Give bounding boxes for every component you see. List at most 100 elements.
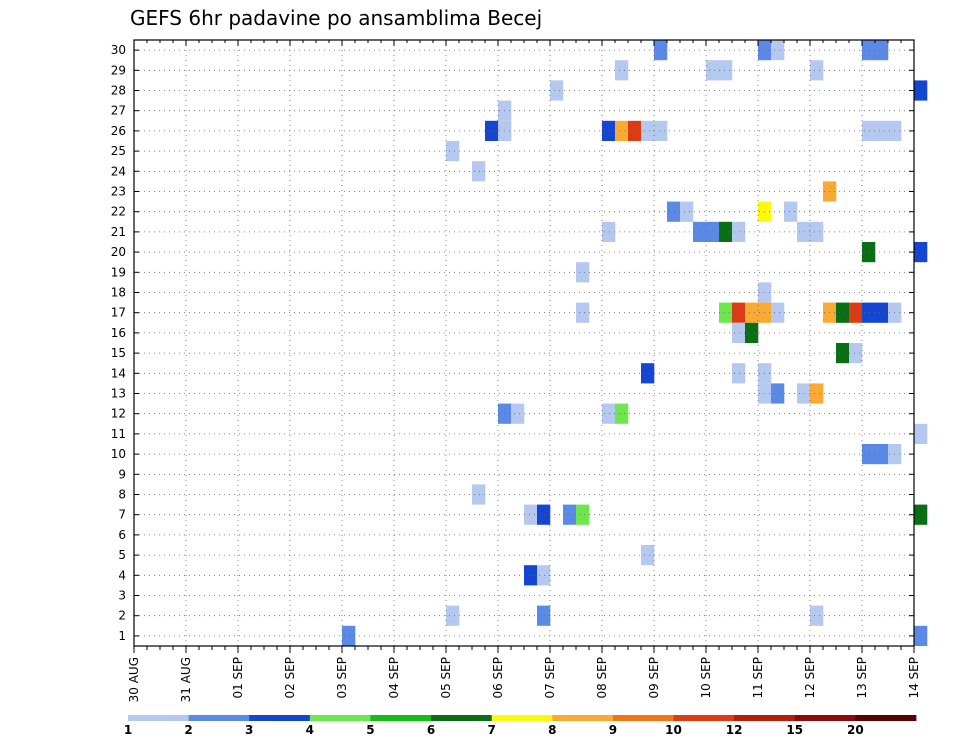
- x-tick-label: 07 SEP: [543, 657, 557, 699]
- x-tick-label: 30 AUG: [127, 657, 141, 702]
- y-tick-label: 20: [111, 245, 126, 259]
- precip-cell-67: [615, 403, 629, 424]
- colorbar-label: 3: [245, 723, 253, 737]
- precip-cell-83: [810, 605, 824, 626]
- precip-cell-9: [810, 60, 824, 81]
- y-tick-label: 3: [118, 589, 126, 603]
- colorbar-label: 12: [726, 723, 743, 737]
- y-tick-label: 11: [111, 427, 126, 441]
- y-tick-label: 2: [118, 609, 126, 623]
- precip-cell-10: [550, 80, 564, 101]
- precip-cell-68: [914, 423, 928, 444]
- precip-cell-74: [537, 504, 551, 525]
- precip-cell-26: [667, 201, 681, 222]
- precip-cell-37: [862, 242, 876, 263]
- colorbar-swatch: [431, 715, 493, 721]
- precip-cell-18: [641, 120, 655, 141]
- x-tick-label: 12 SEP: [803, 657, 817, 699]
- precip-cell-62: [797, 383, 811, 404]
- precip-cell-81: [446, 605, 460, 626]
- y-tick-label: 15: [111, 346, 126, 360]
- precip-cell-58: [732, 363, 746, 384]
- colorbar-swatch: [370, 715, 432, 721]
- precip-cell-36: [810, 221, 824, 242]
- x-tick-label: 11 SEP: [751, 657, 765, 699]
- precip-cell-80: [537, 565, 551, 586]
- y-tick-label: 13: [111, 387, 126, 401]
- colorbar-label: 10: [665, 723, 682, 737]
- precip-cell-53: [732, 322, 746, 343]
- precip-cell-50: [862, 302, 876, 323]
- precip-cell-48: [836, 302, 850, 323]
- colorbar-label: 20: [847, 723, 864, 737]
- precip-cell-6: [615, 60, 629, 81]
- y-tick-label: 1: [118, 629, 126, 643]
- precip-cell-7: [706, 60, 720, 81]
- precip-cell-84: [914, 625, 928, 646]
- colorbar-label: 4: [306, 723, 314, 737]
- precip-cell-39: [576, 262, 590, 283]
- colorbar-swatch: [794, 715, 856, 721]
- precip-cell-66: [602, 403, 616, 424]
- colorbar-label: 15: [786, 723, 803, 737]
- precip-cell-63: [810, 383, 824, 404]
- x-tick-label: 10 SEP: [699, 657, 713, 699]
- y-tick-label: 25: [111, 144, 126, 158]
- precip-cell-23: [446, 141, 460, 162]
- precip-cell-78: [641, 545, 655, 566]
- y-tick-label: 29: [111, 63, 126, 77]
- precip-cell-32: [706, 221, 720, 242]
- precip-cell-24: [472, 161, 486, 182]
- y-tick-label: 7: [118, 508, 126, 522]
- colorbar-swatch: [128, 715, 190, 721]
- y-tick-label: 26: [111, 124, 126, 138]
- precip-cell-8: [719, 60, 733, 81]
- precip-cell-77: [914, 504, 928, 525]
- colorbar-label: 7: [488, 723, 496, 737]
- precip-cell-51: [875, 302, 889, 323]
- y-tick-label: 4: [118, 568, 126, 582]
- y-tick-label: 19: [111, 265, 126, 279]
- precip-cell-56: [849, 343, 863, 364]
- y-tick-label: 6: [118, 528, 126, 542]
- precip-cell-11: [914, 80, 928, 101]
- x-tick-label: 02 SEP: [283, 657, 297, 699]
- x-tick-label: 31 AUG: [179, 657, 193, 702]
- colorbar-label: 9: [609, 723, 617, 737]
- y-tick-label: 28: [111, 84, 126, 98]
- y-tick-label: 8: [118, 488, 126, 502]
- precip-cell-69: [862, 444, 876, 465]
- precip-cell-38: [914, 242, 928, 263]
- precip-cell-46: [771, 302, 785, 323]
- x-tick-label: 14 SEP: [907, 657, 921, 699]
- colorbar-swatch: [491, 715, 553, 721]
- precip-cell-65: [511, 403, 525, 424]
- x-tick-label: 09 SEP: [647, 657, 661, 699]
- precip-cell-57: [641, 363, 655, 384]
- y-tick-label: 18: [111, 286, 126, 300]
- y-axis: 1234567891011121314151617181920212223242…: [111, 43, 914, 643]
- colorbar-label: 1: [124, 723, 132, 737]
- precip-cell-35: [797, 221, 811, 242]
- y-tick-label: 24: [111, 164, 126, 178]
- precip-cell-61: [771, 383, 785, 404]
- precip-cell-5: [875, 40, 889, 61]
- colorbar-label: 6: [427, 723, 435, 737]
- y-tick-label: 22: [111, 205, 126, 219]
- precip-cell-30: [602, 221, 616, 242]
- y-tick-label: 30: [111, 43, 126, 57]
- colorbar: 1 2 3 4 5 6 7 8 9 10 12 15 20: [124, 715, 917, 737]
- x-tick-label: 03 SEP: [335, 657, 349, 699]
- colorbar-label: 8: [548, 723, 556, 737]
- precip-cell-21: [875, 120, 889, 141]
- x-tick-label: 05 SEP: [439, 657, 453, 699]
- precip-cell-16: [615, 120, 629, 141]
- plot-grid: [134, 40, 914, 646]
- y-tick-label: 14: [111, 366, 126, 380]
- precip-cell-44: [745, 302, 759, 323]
- precip-cell-72: [472, 484, 486, 505]
- precip-cell-55: [836, 343, 850, 364]
- colorbar-swatch: [673, 715, 735, 721]
- precip-cell-34: [732, 221, 746, 242]
